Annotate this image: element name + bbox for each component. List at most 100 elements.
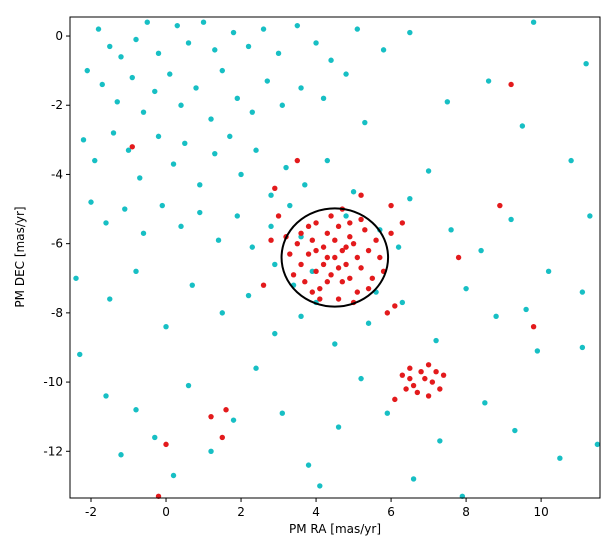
point bbox=[92, 157, 98, 164]
point bbox=[335, 265, 342, 271]
point bbox=[129, 74, 135, 81]
point bbox=[305, 223, 312, 230]
x-tick-label: 2 bbox=[237, 505, 245, 519]
point bbox=[358, 216, 364, 223]
selection-circle bbox=[280, 207, 390, 308]
point bbox=[332, 254, 338, 261]
point bbox=[403, 386, 409, 392]
point bbox=[388, 202, 394, 209]
point bbox=[118, 452, 124, 458]
point bbox=[122, 206, 128, 212]
point bbox=[103, 393, 109, 399]
point bbox=[579, 289, 586, 295]
point bbox=[133, 268, 139, 275]
point bbox=[88, 199, 94, 205]
point bbox=[425, 168, 432, 174]
point bbox=[433, 337, 439, 344]
point bbox=[317, 285, 323, 292]
point bbox=[407, 195, 413, 202]
point bbox=[208, 413, 214, 420]
point bbox=[208, 448, 214, 454]
point bbox=[182, 140, 188, 147]
point bbox=[73, 275, 79, 281]
point bbox=[410, 382, 417, 389]
point bbox=[294, 240, 301, 247]
point bbox=[320, 95, 327, 102]
point bbox=[425, 362, 432, 368]
point bbox=[365, 247, 372, 254]
point bbox=[302, 182, 308, 188]
point bbox=[343, 261, 349, 268]
point bbox=[170, 472, 177, 479]
point bbox=[313, 40, 319, 46]
point bbox=[328, 272, 334, 278]
point bbox=[215, 237, 222, 243]
y-tick-label: -4 bbox=[51, 167, 63, 181]
point bbox=[118, 54, 124, 60]
point bbox=[185, 382, 192, 389]
point bbox=[272, 185, 278, 191]
point bbox=[238, 171, 244, 178]
point bbox=[347, 275, 353, 281]
point bbox=[463, 285, 469, 292]
point bbox=[485, 78, 492, 84]
point bbox=[320, 261, 327, 268]
point bbox=[313, 220, 319, 226]
point bbox=[335, 223, 342, 230]
point bbox=[305, 462, 312, 468]
point bbox=[339, 247, 346, 254]
point bbox=[287, 202, 293, 209]
point bbox=[534, 348, 541, 354]
point bbox=[399, 299, 406, 306]
point bbox=[234, 95, 240, 102]
point bbox=[343, 71, 349, 77]
point bbox=[343, 244, 349, 250]
point bbox=[133, 407, 139, 413]
point bbox=[429, 379, 436, 385]
point bbox=[174, 22, 180, 29]
point bbox=[328, 213, 334, 219]
point bbox=[302, 279, 308, 285]
point bbox=[185, 40, 192, 46]
point bbox=[335, 424, 342, 430]
point bbox=[208, 116, 214, 122]
point bbox=[230, 417, 237, 423]
point bbox=[309, 268, 316, 275]
point bbox=[219, 67, 225, 74]
point bbox=[324, 279, 331, 285]
point bbox=[290, 272, 297, 278]
point bbox=[219, 434, 225, 441]
point bbox=[245, 292, 252, 299]
point bbox=[407, 365, 413, 371]
point bbox=[388, 230, 394, 236]
point bbox=[107, 43, 113, 50]
point bbox=[212, 47, 218, 53]
point bbox=[275, 213, 282, 219]
point bbox=[155, 50, 162, 57]
point bbox=[298, 313, 304, 320]
point bbox=[167, 71, 173, 77]
point bbox=[163, 324, 169, 330]
point bbox=[358, 375, 364, 382]
point bbox=[523, 306, 529, 313]
point bbox=[579, 344, 586, 351]
point bbox=[125, 147, 132, 153]
point bbox=[313, 247, 319, 254]
point bbox=[253, 147, 259, 153]
point bbox=[163, 441, 169, 448]
point bbox=[159, 202, 165, 209]
point bbox=[103, 220, 109, 226]
point bbox=[227, 133, 233, 140]
point bbox=[399, 372, 406, 378]
y-axis-label: PM DEC [mas/yr] bbox=[13, 206, 27, 307]
point bbox=[392, 396, 398, 403]
point bbox=[320, 244, 327, 250]
point bbox=[230, 29, 237, 36]
x-tick-label: -2 bbox=[85, 505, 97, 519]
y-tick-label: -10 bbox=[43, 375, 63, 389]
point bbox=[137, 175, 143, 181]
point bbox=[317, 483, 323, 489]
point bbox=[294, 22, 301, 29]
point bbox=[335, 296, 342, 302]
